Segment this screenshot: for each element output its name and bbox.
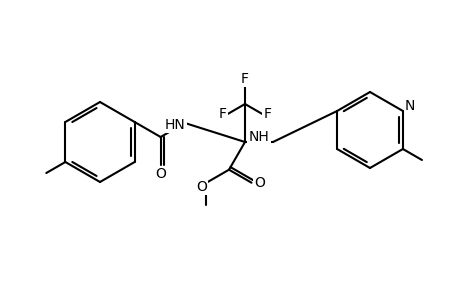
Text: O: O: [196, 180, 207, 194]
Text: O: O: [155, 167, 166, 181]
Text: NH: NH: [248, 130, 269, 144]
Text: HN: HN: [164, 118, 185, 132]
Text: N: N: [404, 99, 414, 113]
Text: O: O: [253, 176, 264, 190]
Text: F: F: [241, 72, 248, 86]
Text: F: F: [263, 107, 271, 121]
Text: F: F: [218, 107, 226, 121]
